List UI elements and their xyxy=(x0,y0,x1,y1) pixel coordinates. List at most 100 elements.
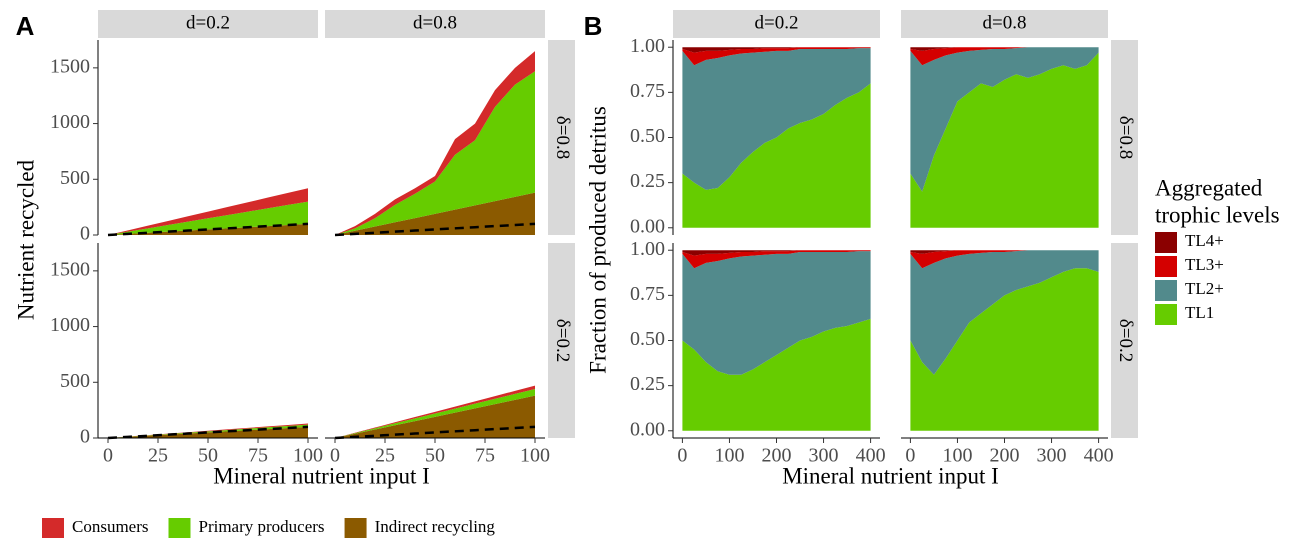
area xyxy=(910,47,1099,66)
facet-label: δ=0.2 xyxy=(552,319,573,362)
area xyxy=(910,47,1099,51)
y-tick-label: 500 xyxy=(60,370,90,392)
legend-key xyxy=(168,518,191,538)
legend-label: Indirect recycling xyxy=(375,517,496,536)
x-tick-label: 100 xyxy=(520,445,550,467)
y-tick-label: 500 xyxy=(60,167,90,189)
facet-strip xyxy=(548,40,575,235)
reference-line xyxy=(334,425,536,440)
x-tick-label: 100 xyxy=(942,445,972,467)
facet-label: d=0.8 xyxy=(983,12,1027,33)
area xyxy=(682,47,871,53)
x-axis-label: Mineral nutrient input I xyxy=(782,463,999,488)
x-tick-label: 300 xyxy=(1037,445,1067,467)
y-tick-label: 0.75 xyxy=(630,283,665,305)
facet-strip xyxy=(325,10,545,38)
facet-strip xyxy=(901,10,1108,38)
y-tick-label: 0.50 xyxy=(630,125,665,147)
legend-key xyxy=(1155,304,1177,325)
reference-line xyxy=(334,222,536,237)
y-tick-label: 0 xyxy=(80,426,90,448)
x-axis-label: Mineral nutrient input I xyxy=(213,463,430,488)
facet-label: δ=0.8 xyxy=(552,116,573,159)
y-tick-label: 1500 xyxy=(50,55,90,77)
y-tick-label: 0.00 xyxy=(630,418,665,440)
y-tick-label: 1.00 xyxy=(630,238,665,260)
facet-strip xyxy=(1111,243,1138,438)
x-tick-label: 0 xyxy=(905,445,915,467)
y-tick-label: 0.25 xyxy=(630,373,665,395)
area xyxy=(682,83,871,228)
panel-label: A xyxy=(16,11,35,41)
area xyxy=(910,47,1099,192)
legend-key xyxy=(344,518,367,538)
legend-key xyxy=(1155,232,1177,253)
area xyxy=(682,48,871,190)
facet-label: d=0.2 xyxy=(755,12,799,33)
legend-label: TL4+ xyxy=(1185,231,1224,250)
area xyxy=(682,47,871,66)
x-tick-label: 0 xyxy=(330,445,340,467)
area xyxy=(910,250,1099,269)
area xyxy=(335,385,535,438)
x-tick-label: 100 xyxy=(714,445,744,467)
area xyxy=(335,395,535,438)
y-tick-label: 1500 xyxy=(50,258,90,280)
x-tick-label: 25 xyxy=(148,445,168,467)
reference-line xyxy=(107,425,309,440)
x-tick-label: 75 xyxy=(475,445,495,467)
y-tick-label: 1.00 xyxy=(630,35,665,57)
area xyxy=(910,250,1099,254)
area xyxy=(682,251,871,375)
y-tick-label: 0.75 xyxy=(630,80,665,102)
legend-title: Aggregated xyxy=(1155,175,1263,200)
facet-label: d=0.8 xyxy=(413,12,457,33)
legend-label: TL2+ xyxy=(1185,279,1224,298)
x-tick-label: 25 xyxy=(375,445,395,467)
area xyxy=(682,250,871,269)
area xyxy=(682,318,871,431)
legend-label: TL1 xyxy=(1185,303,1214,322)
y-tick-label: 0.50 xyxy=(630,328,665,350)
facet-strip xyxy=(98,10,318,38)
area xyxy=(910,52,1099,228)
y-axis-label: Fraction of produced detritus xyxy=(585,106,610,374)
x-tick-label: 200 xyxy=(762,445,792,467)
facet-strip xyxy=(548,243,575,438)
legend-label: Consumers xyxy=(72,517,149,536)
x-tick-label: 50 xyxy=(198,445,218,467)
facet-label: δ=0.8 xyxy=(1115,116,1136,159)
y-tick-label: 0.00 xyxy=(630,215,665,237)
facet-label: d=0.2 xyxy=(186,12,230,33)
legend-label: TL3+ xyxy=(1185,255,1224,274)
y-tick-label: 0 xyxy=(80,223,90,245)
y-tick-label: 1000 xyxy=(50,314,90,336)
x-tick-label: 100 xyxy=(293,445,323,467)
legend-key xyxy=(1155,280,1177,301)
y-tick-label: 1000 xyxy=(50,111,90,133)
panel-label: B xyxy=(584,11,603,41)
x-tick-label: 0 xyxy=(677,445,687,467)
x-tick-label: 300 xyxy=(809,445,839,467)
reference-line xyxy=(107,222,309,237)
x-tick-label: 200 xyxy=(990,445,1020,467)
x-tick-label: 50 xyxy=(425,445,445,467)
facet-strip xyxy=(673,10,880,38)
x-tick-label: 400 xyxy=(1084,445,1114,467)
legend-label: Primary producers xyxy=(199,517,325,536)
area xyxy=(682,250,871,256)
x-tick-label: 75 xyxy=(248,445,268,467)
legend-title: trophic levels xyxy=(1155,202,1280,227)
x-tick-label: 0 xyxy=(103,445,113,467)
legend-key xyxy=(42,518,64,538)
area xyxy=(910,250,1099,375)
facet-strip xyxy=(1111,40,1138,235)
y-tick-label: 0.25 xyxy=(630,170,665,192)
area xyxy=(108,188,308,235)
area xyxy=(335,51,535,236)
area xyxy=(335,71,535,235)
area xyxy=(910,268,1099,431)
x-tick-label: 400 xyxy=(856,445,886,467)
y-axis-label: Nutrient recycled xyxy=(13,159,38,320)
